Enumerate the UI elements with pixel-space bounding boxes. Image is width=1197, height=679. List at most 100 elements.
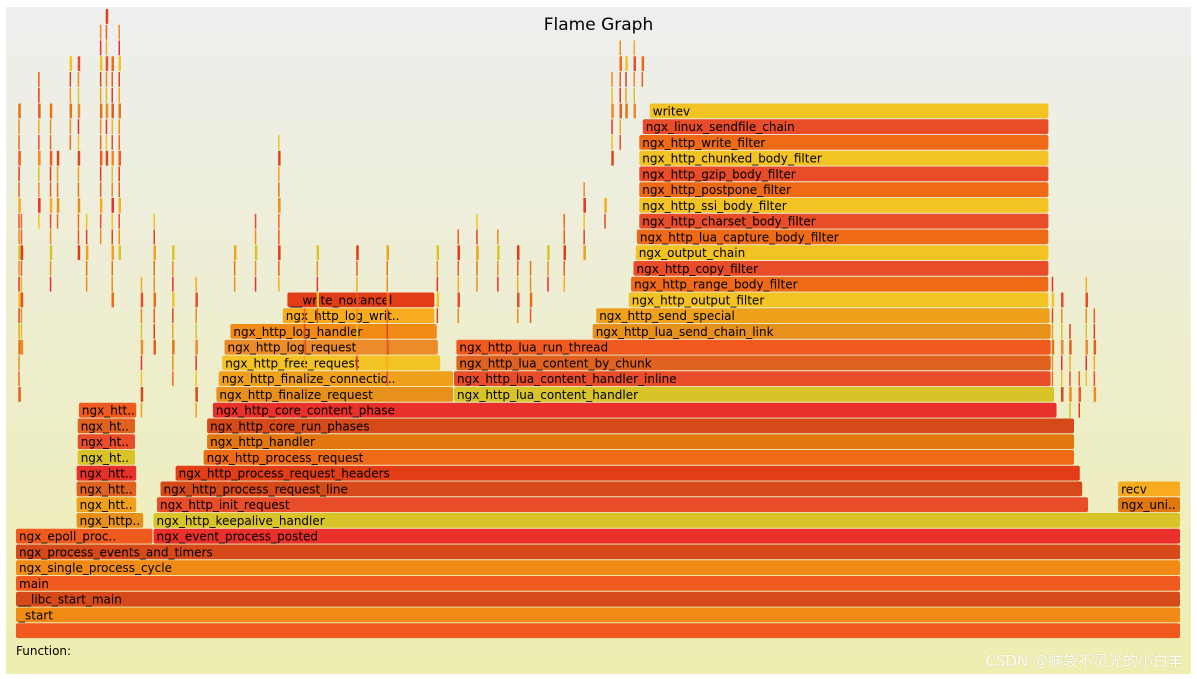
flame-frame-sliver[interactable] bbox=[356, 355, 358, 371]
flame-frame-bar[interactable] bbox=[212, 402, 1057, 418]
flame-frame-sliver[interactable] bbox=[1061, 355, 1063, 371]
flame-frame-sliver[interactable] bbox=[77, 119, 80, 135]
flame-frame-sliver[interactable] bbox=[619, 119, 622, 135]
flame-frame-sliver[interactable] bbox=[278, 229, 280, 245]
flame-frame-sliver[interactable] bbox=[611, 119, 613, 135]
flame-frame-sliver[interactable] bbox=[77, 198, 81, 213]
flame-frame-sliver[interactable] bbox=[20, 276, 23, 292]
flame-frame-sliver[interactable] bbox=[563, 229, 566, 245]
flame-frame-bar[interactable] bbox=[76, 513, 144, 528]
flame-frame-sliver[interactable] bbox=[118, 229, 121, 245]
flame-frame-bar[interactable] bbox=[175, 465, 1080, 481]
flame-frame-sliver[interactable] bbox=[254, 245, 258, 261]
flame-frame-sliver[interactable] bbox=[118, 150, 122, 166]
flame-frame[interactable]: ngx_ht.. bbox=[77, 450, 135, 465]
flame-frame-sliver[interactable] bbox=[77, 213, 80, 229]
flame-frame-bar[interactable] bbox=[1118, 481, 1180, 497]
flame-frame-sliver[interactable] bbox=[529, 261, 532, 276]
flame-frame-sliver[interactable] bbox=[619, 72, 622, 87]
flame-frame-sliver[interactable] bbox=[38, 213, 40, 229]
flame-frame-sliver[interactable] bbox=[153, 213, 156, 229]
flame-frame-sliver[interactable] bbox=[85, 245, 89, 261]
flame-frame-sliver[interactable] bbox=[436, 261, 439, 276]
flame-frame-sliver[interactable] bbox=[316, 292, 320, 308]
flame-frame[interactable]: ngx_http_lua_capture_body_filter bbox=[636, 229, 1049, 245]
flame-frame-sliver[interactable] bbox=[517, 245, 520, 261]
flame-frame-sliver[interactable] bbox=[583, 182, 585, 198]
flame-frame-sliver[interactable] bbox=[195, 308, 197, 324]
flame-frame-bar[interactable] bbox=[153, 513, 1181, 528]
flame-frame-sliver[interactable] bbox=[111, 182, 114, 198]
flame-frame-bar[interactable] bbox=[16, 544, 1180, 560]
flame-frame[interactable]: main bbox=[16, 576, 1180, 591]
flame-frame-sliver[interactable] bbox=[1085, 339, 1089, 355]
flame-frame-sliver[interactable] bbox=[386, 276, 389, 292]
flame-frame-sliver[interactable] bbox=[140, 308, 143, 324]
flame-frame-sliver[interactable] bbox=[18, 339, 21, 355]
flame-frame-bar[interactable] bbox=[153, 528, 1181, 544]
flame-frame[interactable]: ngx_http_process_request_headers bbox=[175, 465, 1080, 481]
flame-frame-sliver[interactable] bbox=[118, 87, 121, 103]
flame-frame-sliver[interactable] bbox=[611, 150, 614, 166]
flame-frame-sliver[interactable] bbox=[619, 87, 622, 103]
flame-frame-bar[interactable] bbox=[649, 103, 1049, 119]
flame-frame-sliver[interactable] bbox=[77, 87, 80, 103]
flame-frame-bar[interactable] bbox=[639, 166, 1049, 182]
flame-frame-sliver[interactable] bbox=[105, 24, 108, 40]
flame-frame-sliver[interactable] bbox=[1061, 371, 1063, 387]
flame-frame-sliver[interactable] bbox=[85, 276, 88, 292]
flame-frame[interactable]: ngx_http.. bbox=[76, 513, 144, 528]
flame-frame-bar[interactable] bbox=[16, 528, 153, 544]
flame-frame-sliver[interactable] bbox=[69, 72, 72, 87]
flame-frame[interactable]: ngx_output_chain bbox=[635, 245, 1049, 261]
flame-frame-sliver[interactable] bbox=[99, 166, 102, 182]
flame-frame-sliver[interactable] bbox=[18, 276, 20, 292]
flame-frame[interactable]: __libc_start_main bbox=[16, 591, 1180, 607]
flame-frame-sliver[interactable] bbox=[195, 355, 197, 371]
flame-frame-sliver[interactable] bbox=[316, 261, 319, 276]
flame-frame-sliver[interactable] bbox=[49, 150, 53, 166]
flame-frame-sliver[interactable] bbox=[278, 166, 280, 182]
flame-frame-sliver[interactable] bbox=[111, 229, 114, 245]
flame-frame-sliver[interactable] bbox=[18, 371, 20, 387]
flame-frame-sliver[interactable] bbox=[49, 213, 52, 229]
flame-frame-sliver[interactable] bbox=[105, 119, 108, 135]
flame-frame[interactable]: ngx_epoll_proc.. bbox=[16, 528, 153, 544]
flame-frame-sliver[interactable] bbox=[140, 292, 144, 308]
flame-frame-sliver[interactable] bbox=[38, 166, 40, 182]
flame-frame-sliver[interactable] bbox=[18, 308, 20, 324]
flame-frame-sliver[interactable] bbox=[195, 339, 198, 355]
flame-frame-sliver[interactable] bbox=[497, 229, 499, 245]
flame-frame-sliver[interactable] bbox=[99, 182, 102, 198]
flame-frame-sliver[interactable] bbox=[386, 245, 390, 261]
flame-frame[interactable]: ngx_http_finalize_connectio.. bbox=[218, 371, 453, 387]
flame-frame-bar[interactable] bbox=[639, 198, 1049, 213]
flame-frame-sliver[interactable] bbox=[633, 40, 636, 56]
flame-frame-sliver[interactable] bbox=[18, 150, 21, 166]
flame-frame[interactable]: ngx_http_lua_run_thread bbox=[456, 339, 1051, 355]
flame-frame-sliver[interactable] bbox=[18, 135, 20, 150]
flame-frame-bar[interactable] bbox=[592, 324, 1051, 339]
flame-frame-sliver[interactable] bbox=[611, 135, 613, 150]
flame-frame-bar[interactable] bbox=[224, 339, 438, 355]
flame-frame-sliver[interactable] bbox=[105, 9, 109, 24]
flame-frame-sliver[interactable] bbox=[233, 276, 236, 292]
flame-frame-sliver[interactable] bbox=[38, 182, 40, 198]
flame-frame[interactable]: ngx_linux_sendfile_chain bbox=[642, 119, 1049, 135]
flame-frame-sliver[interactable] bbox=[583, 229, 585, 245]
flame-frame-bar[interactable] bbox=[16, 623, 1180, 639]
flame-frame-sliver[interactable] bbox=[563, 213, 566, 229]
flame-frame-sliver[interactable] bbox=[611, 103, 614, 119]
flame-frame-sliver[interactable] bbox=[1093, 308, 1096, 324]
flame-frame-sliver[interactable] bbox=[1069, 387, 1072, 402]
flame-frame-sliver[interactable] bbox=[99, 150, 103, 166]
flame-frame-sliver[interactable] bbox=[99, 56, 103, 72]
flame-frame-sliver[interactable] bbox=[18, 387, 21, 402]
flame-frame-sliver[interactable] bbox=[49, 276, 52, 292]
flame-frame-sliver[interactable] bbox=[633, 56, 637, 72]
flame-frame-sliver[interactable] bbox=[18, 355, 20, 371]
flame-frame-sliver[interactable] bbox=[1085, 371, 1088, 387]
flame-frame-sliver[interactable] bbox=[153, 276, 156, 292]
flame-frame-bar[interactable] bbox=[454, 387, 1055, 402]
flame-frame-sliver[interactable] bbox=[105, 87, 108, 103]
